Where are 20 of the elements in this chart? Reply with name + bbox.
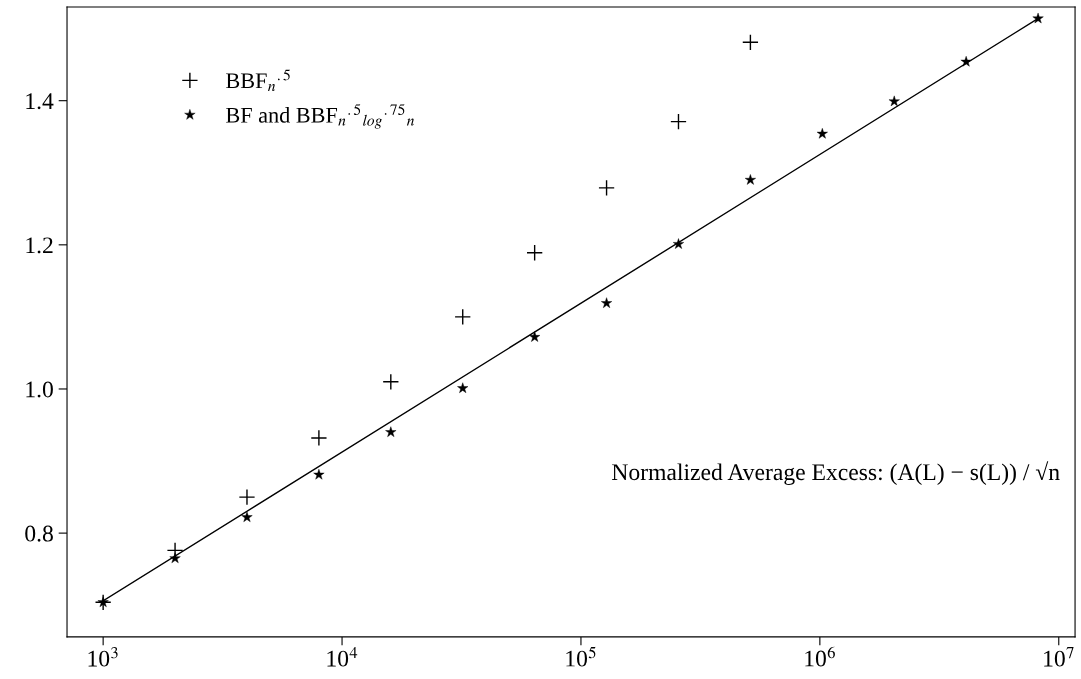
annotation: Normalized Average Excess: (A(L) − s(L)) / √n [612, 461, 1060, 486]
y-tick-label: 1.2 [26, 237, 53, 254]
y-tick-label: 1.0 [26, 381, 53, 398]
point [238, 488, 256, 506]
point [454, 308, 472, 326]
y-tick-label: 0.8 [25, 525, 53, 542]
legend-label: BF and BBF$_{n}$$^{.5}$$_{log}$$^{.75}$$_{n}$ [226, 103, 415, 129]
x-tick-label: 10$^{3}$ [88, 646, 118, 667]
point [382, 373, 400, 391]
point [598, 179, 615, 197]
x-tick-label: 10$^{6}$ [805, 646, 835, 667]
point [670, 113, 687, 130]
point [310, 429, 328, 447]
point [742, 33, 759, 51]
legend-label: BBF$_{n}$$^{.5}$ [226, 69, 290, 92]
x-tick-label: 10$^{7}$ [1044, 647, 1074, 667]
x-tick-label: 10$^{5}$ [566, 646, 596, 667]
y-tick-label: 1.4 [26, 93, 54, 110]
x-tick-label: 10$^{4}$ [327, 646, 358, 667]
point [526, 244, 543, 262]
